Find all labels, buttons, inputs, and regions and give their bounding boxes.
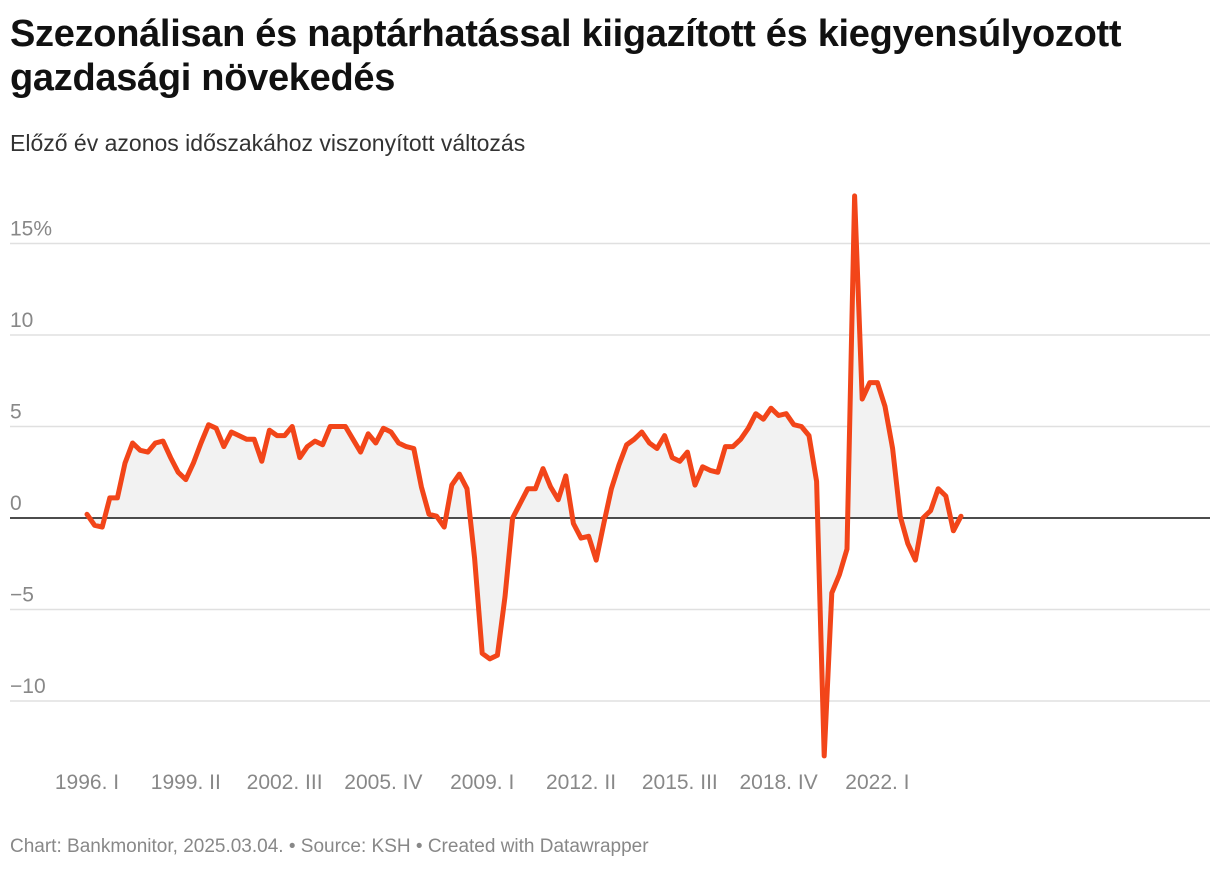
x-tick-label: 2012. II (546, 771, 616, 794)
y-tick-label: 5 (10, 401, 22, 424)
y-tick-label: 15% (10, 218, 52, 241)
footer-created-with: Created with Datawrapper (427, 836, 649, 857)
x-tick-label: 1999. II (151, 771, 221, 794)
y-tick-label: 10 (10, 309, 33, 332)
x-tick-label: 2018. IV (739, 771, 817, 794)
grid-lines: 15% 10 5 0 −5 −10 (10, 218, 1210, 702)
footer-separator: • (283, 836, 301, 857)
chart-footer: Chart: Bankmonitor, 2025.03.04. • Source… (10, 836, 649, 858)
chart-title: Szezonálisan és naptárhatással kiigazíto… (10, 13, 1122, 99)
area-fill-layer (87, 195, 961, 756)
x-tick-label: 2022. I (845, 771, 909, 794)
footer-separator: • (410, 836, 428, 857)
x-tick-label: 2002. III (247, 771, 323, 794)
y-tick-label: −5 (10, 584, 34, 607)
x-axis-ticks: 1996. I 1999. II 2002. III 2005. IV 2009. I 2… (55, 771, 910, 794)
footer-source: Source: KSH (300, 836, 411, 857)
y-tick-label: 0 (10, 492, 22, 515)
x-tick-label: 2009. I (450, 771, 514, 794)
footer-credit: Chart: Bankmonitor, 2025.03.04. (10, 836, 284, 857)
x-tick-label: 1996. I (55, 771, 119, 794)
growth-line-layer (84, 193, 964, 759)
x-tick-label: 2005. IV (344, 771, 422, 794)
chart-subtitle: Előző év azonos időszakához viszonyított… (10, 130, 526, 156)
area-fill (87, 195, 961, 756)
x-tick-label: 2015. III (642, 771, 718, 794)
growth-line (84, 193, 964, 759)
y-tick-label: −10 (10, 675, 46, 698)
